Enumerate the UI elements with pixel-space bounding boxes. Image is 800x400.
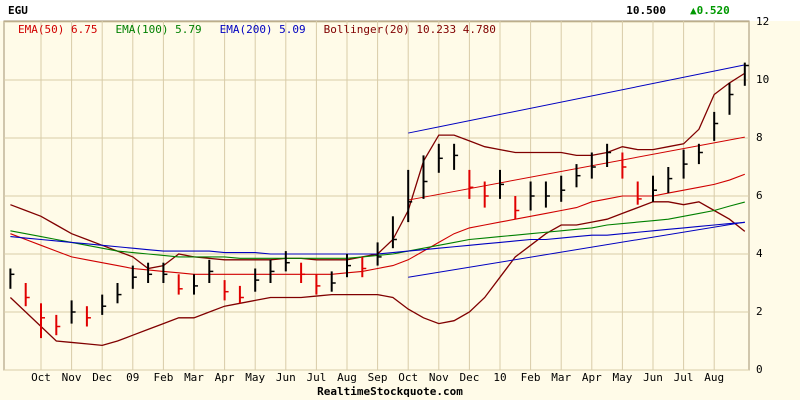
x-tick-label: Oct <box>398 371 418 384</box>
y-tick-label: 12 <box>756 15 769 28</box>
last-price: 10.500 <box>626 4 666 17</box>
y-tick-label: 2 <box>756 305 763 318</box>
legend-entry: EMA(200) 5.09 <box>220 23 306 36</box>
x-tick-label: Oct <box>31 371 51 384</box>
x-tick-label: Jul <box>306 371 326 384</box>
bollinger-lower <box>9 201 746 347</box>
x-tick-label: Jun <box>643 371 663 384</box>
legend-entry: Bollinger(20) 10.233 4.780 <box>324 23 496 36</box>
y-tick-label: 0 <box>756 363 763 376</box>
x-tick-label: May <box>245 371 265 384</box>
x-tick-label: Jul <box>674 371 694 384</box>
ticker: EGU <box>8 4 28 17</box>
y-tick-label: 6 <box>756 189 763 202</box>
x-tick-label: 09 <box>126 371 139 384</box>
x-tick-label: May <box>612 371 632 384</box>
x-tick-label: Feb <box>153 371 173 384</box>
trend-line <box>408 221 745 278</box>
x-tick-label: Nov <box>429 371 449 384</box>
x-tick-label: Sep <box>368 371 388 384</box>
x-tick-label: Feb <box>521 371 541 384</box>
y-tick-label: 4 <box>756 247 763 260</box>
x-tick-label: Jun <box>276 371 296 384</box>
header-bar <box>0 0 800 21</box>
x-tick-label: Dec <box>92 371 112 384</box>
x-tick-label: Aug <box>337 371 357 384</box>
x-tick-label: Nov <box>62 371 82 384</box>
x-tick-label: Mar <box>551 371 571 384</box>
legend-entry: EMA(100) 5.79 <box>115 23 201 36</box>
trend-line <box>408 64 745 134</box>
x-tick-label: Dec <box>459 371 479 384</box>
x-tick-label: Apr <box>582 371 602 384</box>
y-tick-label: 10 <box>756 73 769 86</box>
legend-entry: EMA(50) 6.75 <box>18 23 97 36</box>
footer: RealtimeStockquote.com <box>317 385 463 398</box>
x-tick-label: Mar <box>184 371 204 384</box>
x-tick-label: 10 <box>493 371 506 384</box>
price-change: ▲0.520 <box>690 4 730 17</box>
x-tick-label: Aug <box>704 371 724 384</box>
x-tick-label: Apr <box>215 371 235 384</box>
y-tick-label: 8 <box>756 131 763 144</box>
